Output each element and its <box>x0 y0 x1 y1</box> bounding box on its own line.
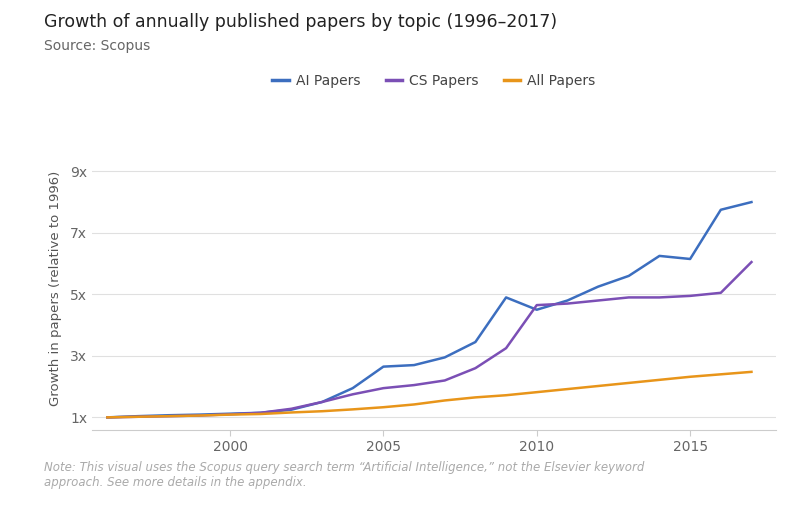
Legend: AI Papers, CS Papers, All Papers: AI Papers, CS Papers, All Papers <box>273 74 595 89</box>
Y-axis label: Growth in papers (relative to 1996): Growth in papers (relative to 1996) <box>49 171 62 406</box>
Text: Note: This visual uses the Scopus query search term “Artificial Intelligence,” n: Note: This visual uses the Scopus query … <box>44 461 644 489</box>
Text: Source: Scopus: Source: Scopus <box>44 39 150 53</box>
Text: Growth of annually published papers by topic (1996–2017): Growth of annually published papers by t… <box>44 13 557 31</box>
